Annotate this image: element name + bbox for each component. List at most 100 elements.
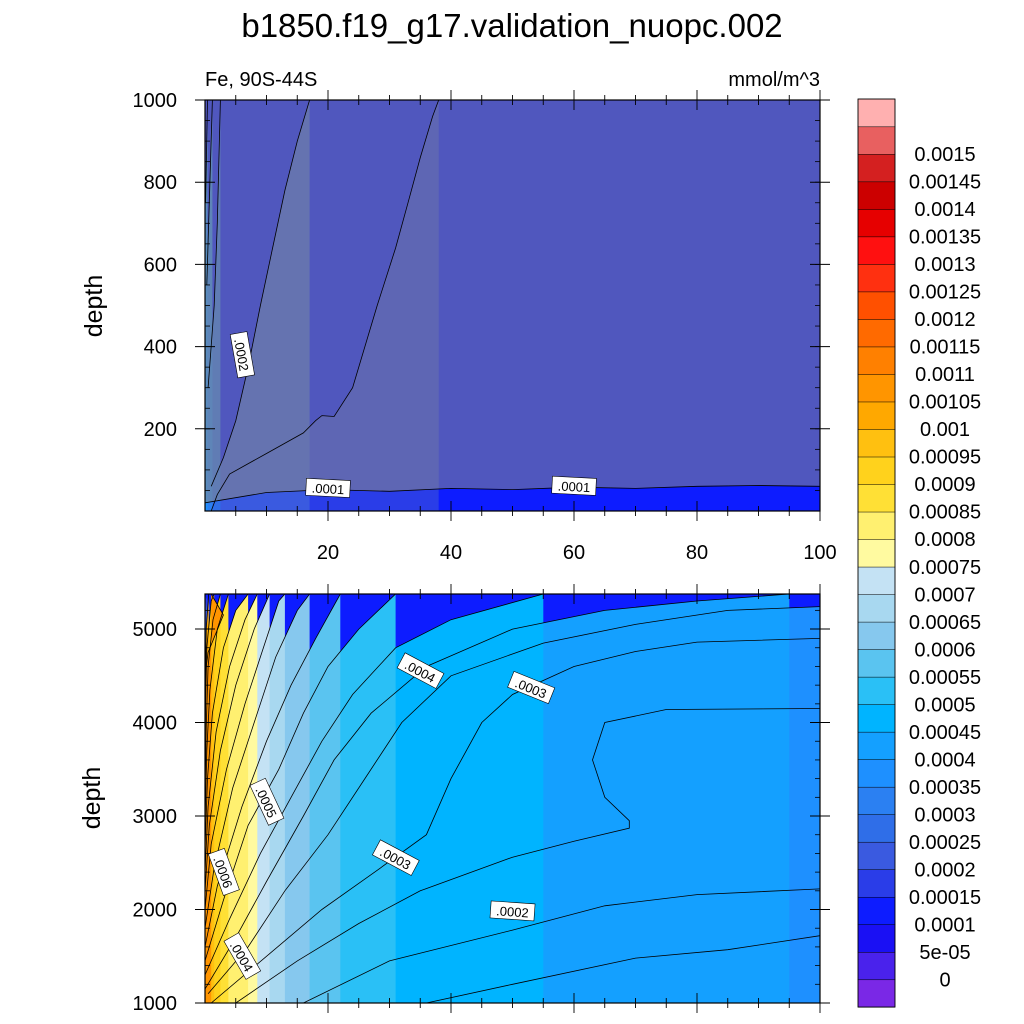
upper-right-string: mmol/m^3 bbox=[728, 69, 820, 91]
colorbar-swatch bbox=[857, 814, 896, 843]
colorbar-swatch bbox=[857, 291, 896, 320]
colorbar-frame bbox=[857, 98, 896, 1008]
colorbar-label: 0.0001 bbox=[914, 915, 975, 937]
colorbar-label: 0.00105 bbox=[909, 392, 981, 414]
y-tick-label: 800 bbox=[144, 172, 177, 194]
upper-contour-labels: .0001 .0001 .0002 bbox=[229, 331, 597, 498]
x-tick-label: 40 bbox=[440, 542, 462, 564]
contour-line-0_00015 bbox=[426, 935, 820, 1003]
colorbar-label: 0.0004 bbox=[914, 749, 975, 771]
upper-axes: 200 400 600 800 1000 20 40 60 80 100 bbox=[133, 90, 837, 564]
colorbar-swatch bbox=[857, 594, 896, 623]
contour-line-0_00035 bbox=[207, 606, 820, 994]
y-tick-label: 200 bbox=[144, 419, 177, 441]
contour-line-0_00035 bbox=[205, 100, 208, 203]
y-tick-label: 5000 bbox=[133, 619, 178, 641]
y-tick-label: 3000 bbox=[133, 806, 178, 828]
colorbar-swatch bbox=[857, 428, 896, 458]
contour-label-box bbox=[249, 777, 285, 826]
colorbar-swatch bbox=[857, 318, 896, 348]
y-tick-label: 1000 bbox=[133, 90, 178, 112]
contour-label-text: .0002 bbox=[496, 903, 530, 920]
colorbar-label: 0.00115 bbox=[910, 337, 981, 359]
upper-y-axis-label: depth bbox=[80, 275, 108, 338]
contour-label: .0001 bbox=[305, 477, 351, 498]
upper-panel: .0001 .0001 .0002 200 400 600 800 1000 20 40 60 80… bbox=[80, 69, 837, 564]
contour-line-0_00075 bbox=[205, 594, 258, 873]
contour-line-0_0004 bbox=[205, 594, 790, 990]
contour-label-box bbox=[229, 331, 255, 379]
colorbar-label: 0.00025 bbox=[909, 832, 981, 854]
colorbar-swatch bbox=[857, 924, 896, 953]
contour-line-0_00105 bbox=[205, 594, 224, 676]
contour-line-0_00025 bbox=[235, 708, 820, 1003]
colorbar-label: 0.00045 bbox=[909, 722, 981, 744]
colorbar-label: 0.00125 bbox=[909, 282, 981, 304]
colorbar-label: 0.00135 bbox=[909, 227, 981, 249]
colorbar-swatch bbox=[857, 566, 896, 595]
colorbar-swatch bbox=[857, 841, 896, 870]
colorbar-label: 0.00095 bbox=[909, 447, 981, 469]
colorbar-swatch bbox=[857, 951, 896, 981]
x-tick-label: 100 bbox=[803, 542, 836, 564]
colorbar-swatch bbox=[857, 483, 896, 513]
colorbar: 0 5e-05 0.0001 0.00015 0.0002 0.00025 0.0003 0.… bbox=[857, 98, 981, 1008]
colorbar-swatch bbox=[857, 511, 896, 540]
lower-y-axis-label: depth bbox=[78, 767, 106, 830]
lower-axes: 1000 2000 3000 4000 5000 bbox=[133, 584, 830, 1015]
colorbar-swatch bbox=[857, 979, 896, 1008]
colorbar-swatch bbox=[857, 236, 896, 265]
colorbar-label: 0.0007 bbox=[914, 584, 975, 606]
colorbar-label: 0.00085 bbox=[909, 502, 981, 524]
contour-label-box bbox=[396, 652, 445, 689]
colorbar-label: 0.0012 bbox=[914, 309, 975, 331]
colorbar-label: 0.00055 bbox=[909, 667, 981, 689]
contour-line-0_00015 bbox=[210, 100, 440, 511]
contour-label: .0002 bbox=[489, 900, 536, 922]
x-tick-label: 80 bbox=[686, 542, 708, 564]
colorbar-swatch bbox=[857, 181, 896, 210]
colorbar-swatch bbox=[857, 538, 896, 568]
contour-label-box bbox=[372, 839, 420, 876]
colorbar-swatch bbox=[857, 759, 896, 788]
colorbar-swatch bbox=[857, 786, 896, 815]
colorbar-label: 0.00145 bbox=[909, 172, 981, 194]
contour-label-box bbox=[223, 932, 262, 980]
colorbar-label: 0 bbox=[939, 970, 950, 992]
contour-line-0_00045 bbox=[205, 594, 544, 976]
y-tick-label: 1000 bbox=[133, 993, 178, 1015]
contour-line-0_0007 bbox=[205, 594, 270, 891]
colorbar-label: 0.0014 bbox=[914, 199, 975, 221]
contour-line-0_0008 bbox=[205, 594, 249, 849]
contour-line-0_00055 bbox=[205, 594, 341, 947]
colorbar-swatch bbox=[857, 649, 896, 678]
contour-label-box bbox=[305, 477, 351, 498]
contour-label-text: .0001 bbox=[557, 478, 590, 495]
contour-label-box bbox=[551, 475, 597, 496]
colorbar-label: 0.00065 bbox=[909, 612, 981, 634]
colorbar-swatch bbox=[857, 401, 896, 430]
contour-label-text: .0001 bbox=[311, 481, 344, 498]
x-tick-label: 20 bbox=[317, 542, 339, 564]
colorbar-label: 0.0005 bbox=[914, 694, 975, 716]
contour-label-box bbox=[207, 847, 240, 896]
colorbar-label: 0.0006 bbox=[914, 639, 975, 661]
colorbar-swatch bbox=[857, 896, 896, 926]
colorbar-label: 5e-05 bbox=[919, 942, 970, 964]
colorbar-label: 0.0009 bbox=[914, 474, 975, 496]
colorbar-swatch bbox=[857, 208, 896, 238]
colorbar-swatch bbox=[857, 153, 896, 183]
x-tick-label: 60 bbox=[563, 542, 585, 564]
colorbar-swatch bbox=[857, 346, 896, 375]
lower-panel: .0004.0006.0005.0003.0002.0004.0003 1000… bbox=[78, 584, 830, 1015]
colorbar-swatch bbox=[857, 98, 896, 128]
contour-line-0_0002 bbox=[210, 100, 310, 487]
colorbar-swatch bbox=[857, 869, 896, 898]
y-tick-label: 400 bbox=[144, 337, 177, 359]
contour-fill-surface bbox=[205, 100, 820, 503]
colorbar-swatch bbox=[857, 704, 896, 733]
colorbar-label: 0.0013 bbox=[914, 254, 975, 276]
contour-line-0_00065 bbox=[205, 594, 286, 910]
colorbar-swatch bbox=[857, 731, 896, 760]
